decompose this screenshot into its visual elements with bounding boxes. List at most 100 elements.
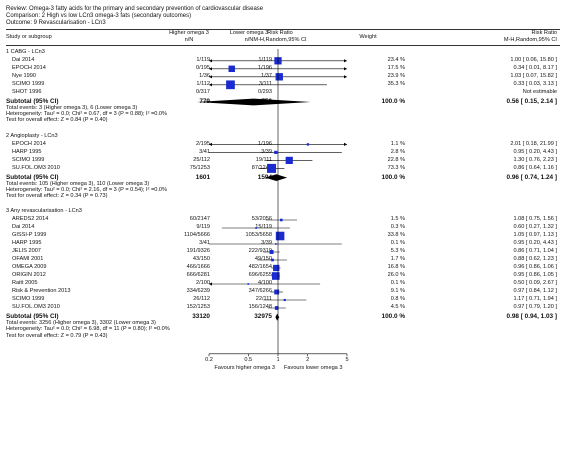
study-ctl-events: 1/196	[258, 65, 272, 71]
review-title: Review: Omega-3 fatty acids for the prim…	[6, 6, 264, 12]
subgroup-stats: Heterogeneity: Tau² = 0.0; Chi² = 6.98, …	[6, 326, 170, 333]
ci-arrow	[209, 75, 212, 79]
study-ctl-events: 696/6255	[248, 272, 272, 279]
subtotal-label: Subtotal (95% CI)	[6, 173, 59, 181]
study-exp-events: 334/6239	[186, 288, 210, 295]
study-rr-ci: 0.34 [ 0.01, 8.17 ]	[513, 65, 557, 71]
study-weight: 0.1 %	[390, 280, 405, 287]
study-rr-ci: 0.86 [ 0.64, 1.16 ]	[513, 164, 557, 171]
study-name: SCIMO 1999	[12, 81, 45, 87]
study-name: EPOCH 2014	[12, 65, 46, 71]
study-weight: 1.7 %	[390, 256, 405, 263]
subtotal-rr-ci: 0.98 [ 0.94, 1.03 ]	[506, 313, 557, 321]
study-marker	[271, 258, 274, 262]
ci-arrow	[209, 282, 212, 286]
study-rr-ci: 0.95 [ 0.20, 4.43 ]	[513, 148, 557, 155]
ci-arrow	[209, 83, 212, 87]
study-weight: 4.5 %	[390, 304, 405, 311]
col-exp-header: Higher omega 3	[169, 30, 209, 36]
study-exp-events: 0/317	[196, 89, 210, 95]
study-name: HARP 1995	[12, 148, 42, 155]
study-ctl-events: 1053/5658	[245, 232, 272, 239]
study-marker	[283, 298, 286, 302]
subtotal-ctl: 1594	[257, 173, 272, 181]
ci-arrow	[344, 67, 347, 71]
study-name: OFAMI 2001	[12, 256, 44, 263]
study-exp-events: 466/1666	[186, 264, 210, 271]
study-name: JELIS 2007	[12, 248, 41, 255]
col-rr-header: Risk Ratio	[267, 30, 293, 36]
group-title: 3 Any revascularisation - LCn3	[6, 208, 82, 215]
study-ctl-events: 53/2056	[251, 216, 272, 223]
study-exp-events: 60/2147	[189, 216, 210, 223]
study-marker	[274, 150, 278, 154]
study-rr-ci: 1.03 [ 0.07, 15.82 ]	[510, 73, 557, 79]
study-ctl-events: 15/119	[255, 224, 272, 231]
col-ctl-header: Lower omega 3	[229, 30, 269, 36]
subtotal-weight: 100.0 %	[381, 313, 405, 321]
study-exp-events: 1104/5666	[183, 232, 210, 239]
study-exp-events: 75/1253	[189, 164, 210, 171]
study-weight: 1.5 %	[390, 216, 405, 223]
study-rr-ci: 1.30 [ 0.76, 2.23 ]	[513, 156, 557, 163]
study-exp-events: 26/112	[193, 296, 210, 303]
study-ctl-events: 347/6266	[248, 288, 272, 295]
study-exp-events: 3/41	[199, 148, 210, 155]
study-ctl-events: 1/119	[258, 57, 272, 63]
study-ctl-events: 1/37	[261, 73, 272, 79]
study-marker	[285, 156, 293, 165]
study-rr-ci: 2.01 [ 0.18, 21.99 ]	[510, 140, 557, 147]
study-weight: 9.1 %	[390, 288, 405, 295]
study-name: Raitt 2005	[12, 280, 38, 287]
x-tick-label: 0.5	[244, 356, 253, 363]
study-exp-events: 9/119	[196, 224, 210, 231]
study-marker	[306, 143, 310, 146]
study-marker	[255, 227, 257, 229]
study-ctl-events: 3/39	[261, 240, 272, 247]
study-exp-events: 2/100	[196, 280, 210, 287]
study-marker	[275, 73, 283, 81]
study-exp-events: 0/195	[196, 65, 210, 71]
study-exp-events: 191/9326	[186, 248, 210, 255]
study-name: ORIGIN 2012	[12, 272, 46, 279]
study-ctl-events: 19/111	[255, 156, 272, 163]
subtotal-weight: 100.0 %	[381, 173, 405, 181]
study-ctl-events: 222/9319	[248, 248, 272, 255]
subtotal-exp: 779	[199, 98, 210, 105]
ci-arrow	[344, 142, 347, 146]
subgroup-stats: Heterogeneity: Tau² = 0.0; Chi² = 0.67, …	[6, 111, 168, 118]
study-ctl-events: 482/1654	[248, 264, 272, 271]
study-rr-ci: 1.00 [ 0.06, 15.80 ]	[510, 57, 557, 63]
study-rr-ci: 0.96 [ 0.86, 1.06 ]	[513, 264, 557, 271]
study-weight: 0.1 %	[390, 240, 405, 247]
study-rr-ci: 1.08 [ 0.75, 1.56 ]	[513, 216, 557, 223]
ci-arrow	[209, 59, 212, 63]
study-rr-ci: 0.33 [ 0.03, 3.13 ]	[513, 81, 557, 87]
subgroup-stats: Heterogeneity: Tau² = 0.0; Chi² = 2.16, …	[6, 186, 168, 193]
study-ctl-events: 87/1248	[251, 164, 272, 171]
study-exp-events: 666/6281	[186, 272, 210, 279]
study-name: AREDS2 2014	[12, 216, 49, 223]
subtotal-diamond	[265, 174, 288, 181]
study-rr-ci: 0.97 [ 0.79, 1.20 ]	[513, 304, 557, 311]
study-ctl-events: 49/150	[254, 256, 272, 263]
col-study-header: Study or subgroup	[6, 34, 52, 40]
subtotal-weight: 100.0 %	[381, 98, 405, 105]
study-marker	[275, 231, 285, 241]
study-rr-ci: 0.86 [ 0.71, 1.04 ]	[513, 248, 557, 255]
study-rr-ci: 1.17 [ 0.71, 1.94 ]	[513, 296, 557, 303]
favours-left-label: Favours higher omega 3	[214, 364, 275, 371]
study-name: Nye 1990	[12, 73, 36, 79]
comparison-title: Comparison: 2 High vs low LCn3 omega-3 f…	[6, 13, 192, 19]
study-exp-events: 1/119	[196, 57, 210, 63]
study-exp-events: 43/150	[192, 256, 210, 263]
study-weight: 23.4 %	[387, 57, 405, 63]
ci-arrow	[344, 75, 347, 79]
study-weight: 16.8 %	[387, 264, 405, 271]
study-ctl-events: 3/39	[261, 148, 272, 155]
x-tick-label: 1	[276, 356, 280, 363]
study-name: Dai 2014	[12, 224, 35, 231]
study-weight: 35.3 %	[387, 81, 405, 87]
ci-arrow	[209, 67, 212, 71]
